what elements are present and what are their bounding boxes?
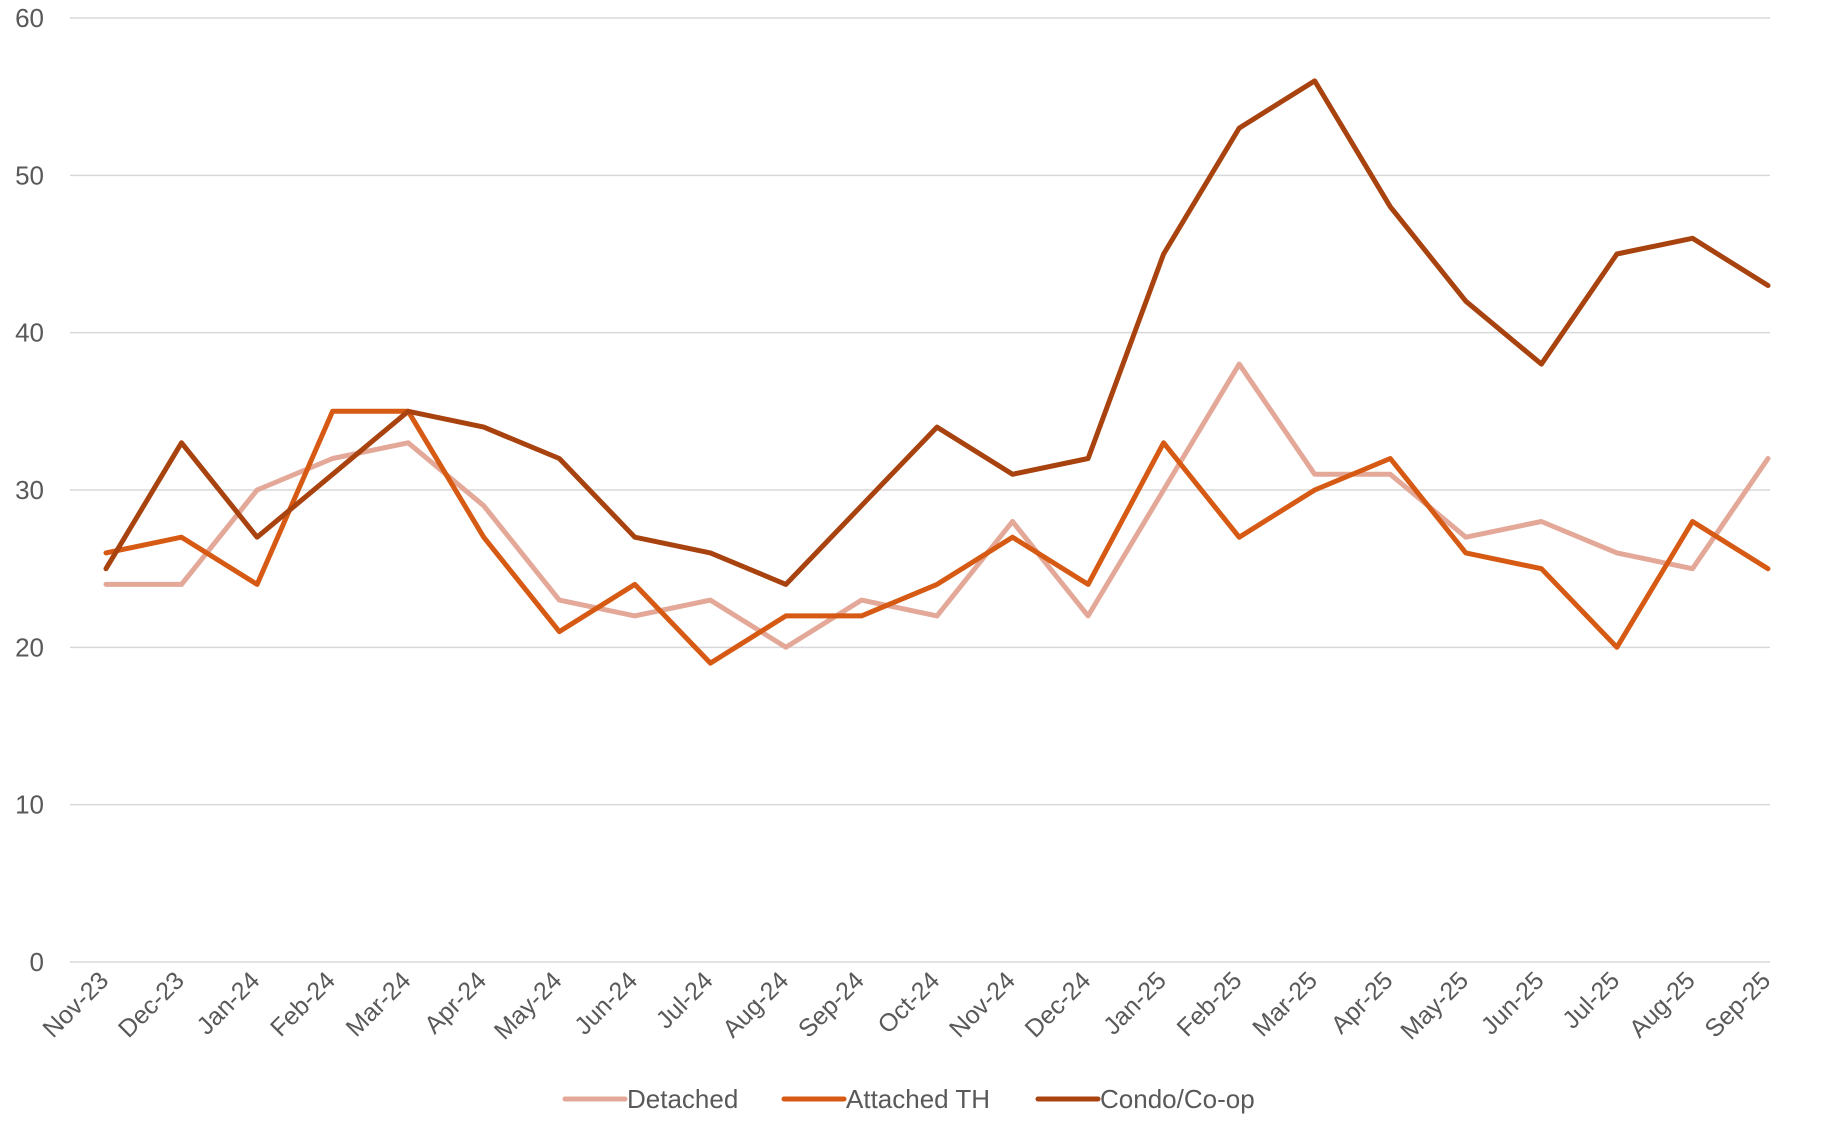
y-tick-label: 60 <box>15 3 44 33</box>
x-tick-label: Aug-25 <box>1624 966 1701 1043</box>
x-tick-label: Feb-24 <box>265 966 341 1042</box>
x-tick-label: Mar-24 <box>341 966 417 1042</box>
y-tick-label: 20 <box>15 632 44 662</box>
x-tick-label: Apr-25 <box>1326 966 1399 1039</box>
legend-label-detached: Detached <box>627 1084 738 1114</box>
series-lines <box>103 78 1771 666</box>
y-tick-label: 50 <box>15 160 44 190</box>
series-line-detached <box>103 361 1771 650</box>
y-tick-label: 30 <box>15 475 44 505</box>
x-tick-label: Jan-24 <box>191 966 265 1040</box>
gridlines <box>70 17 1770 963</box>
x-tick-label: Sep-25 <box>1699 966 1776 1043</box>
y-tick-label: 0 <box>30 947 44 977</box>
x-tick-label: Apr-24 <box>419 966 492 1039</box>
x-tick-label: Aug-24 <box>717 966 794 1043</box>
x-tick-label: Nov-23 <box>37 966 114 1043</box>
x-tick-label: Nov-24 <box>944 966 1021 1043</box>
legend-label-attached-th: Attached TH <box>846 1084 990 1114</box>
x-tick-label: Dec-24 <box>1020 966 1097 1043</box>
x-tick-label: May-25 <box>1395 966 1474 1045</box>
y-tick-label: 40 <box>15 318 44 348</box>
x-tick-label: Jul-24 <box>651 966 719 1034</box>
y-axis-ticks: 0 10 20 30 40 50 60 <box>15 3 44 977</box>
x-tick-label: Jan-25 <box>1098 966 1172 1040</box>
x-tick-label: Jun-25 <box>1476 966 1550 1040</box>
x-tick-label: May-24 <box>489 966 568 1045</box>
x-tick-label: Feb-25 <box>1172 966 1248 1042</box>
x-tick-label: Oct-24 <box>872 966 945 1039</box>
legend: Detached Attached TH Condo/Co-op <box>562 1084 1255 1114</box>
x-tick-label: Dec-23 <box>113 966 190 1043</box>
y-tick-label: 10 <box>15 790 44 820</box>
x-tick-label: Jul-25 <box>1557 966 1625 1034</box>
legend-label-condo-co-op: Condo/Co-op <box>1100 1084 1255 1114</box>
x-tick-label: Sep-24 <box>793 966 870 1043</box>
series-line-attached-th <box>103 408 1771 666</box>
x-tick-label: Mar-25 <box>1247 966 1323 1042</box>
series-line-condo-co-op <box>103 78 1771 587</box>
x-tick-label: Jun-24 <box>569 966 643 1040</box>
